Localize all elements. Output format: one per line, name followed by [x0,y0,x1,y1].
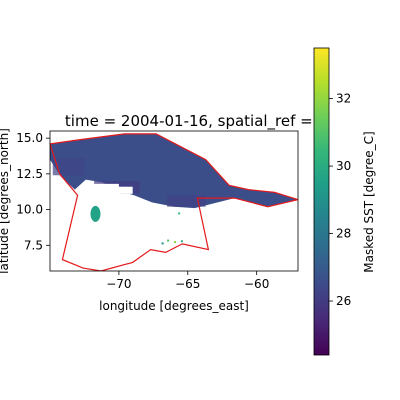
sst-inland-pixel [167,239,170,242]
axes-frame [49,130,299,272]
sst-ocean-region [50,133,298,209]
region-outline [50,133,298,271]
chart-title: time = 2004-01-16, spatial_ref = 0 [65,112,327,131]
y-axis-label: latitude [degrees_north] [0,128,11,274]
colorbar-tick-label: 26 [336,294,351,308]
x-axis-ticks: −70 −65 −60 [106,271,269,291]
x-tick-label: −65 [175,277,200,291]
sst-inland-pixel [180,240,183,243]
y-tick-label: 15.0 [16,131,43,145]
colorbar-tick-label: 30 [336,159,351,173]
colorbar-label: Masked SST [degree_C] [362,131,376,272]
x-axis-label: longitude [degrees_east] [99,299,249,313]
y-axis-ticks: 7.5 10.0 12.5 15.0 [16,131,50,252]
sst-inland-pixel [174,241,176,243]
y-tick-label: 12.5 [16,167,43,181]
land-gap [113,186,133,194]
sst-inland-pixel [161,242,164,245]
land-gap [84,183,119,196]
y-tick-label: 7.5 [24,238,43,252]
x-tick-label: −60 [244,277,269,291]
sst-inland-pixel [178,212,181,215]
y-tick-label: 10.0 [16,203,43,217]
colorbar-tick-label: 28 [336,227,351,241]
colorbar: 26 28 30 32 Masked SST [degree_C] [313,47,376,356]
sst-warm-patch [52,158,85,176]
colorbar-frame [313,47,330,356]
x-tick-label: −70 [106,277,131,291]
plot-area [49,130,299,272]
sst-lake-patch [90,205,101,222]
sst-warm-patch [167,195,206,207]
colorbar-fill [314,48,329,355]
colorbar-ticks: 26 28 30 32 [329,92,351,308]
colorbar-tick-label: 32 [336,92,351,106]
sst-field [50,133,298,245]
